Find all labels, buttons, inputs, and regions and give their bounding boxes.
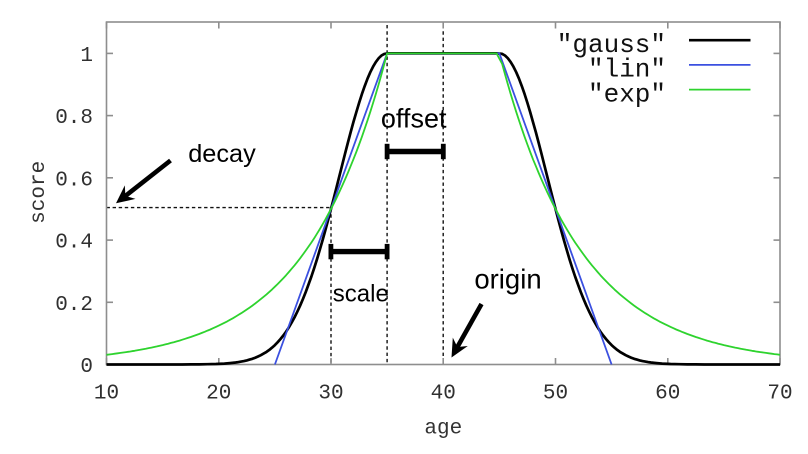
svg-text:"lin": "lin" — [588, 55, 666, 85]
svg-text:age: age — [424, 418, 462, 441]
svg-text:"exp": "exp" — [588, 79, 666, 109]
svg-text:50: 50 — [543, 383, 568, 406]
svg-text:0.6: 0.6 — [55, 169, 93, 192]
svg-text:0: 0 — [80, 356, 93, 379]
svg-text:offset: offset — [381, 104, 447, 134]
svg-text:0.8: 0.8 — [55, 107, 93, 130]
svg-text:origin: origin — [474, 264, 541, 295]
svg-text:score: score — [28, 161, 51, 224]
svg-text:1: 1 — [80, 45, 93, 68]
svg-text:40: 40 — [431, 383, 456, 406]
svg-text:70: 70 — [767, 383, 792, 406]
svg-text:60: 60 — [655, 383, 680, 406]
svg-text:decay: decay — [188, 140, 256, 168]
svg-text:0.4: 0.4 — [55, 232, 93, 255]
svg-text:10: 10 — [94, 383, 119, 406]
svg-text:"gauss": "gauss" — [557, 30, 666, 60]
svg-text:30: 30 — [318, 383, 343, 406]
svg-text:20: 20 — [206, 383, 231, 406]
svg-text:scale: scale — [333, 281, 389, 308]
svg-text:0.2: 0.2 — [55, 294, 93, 317]
